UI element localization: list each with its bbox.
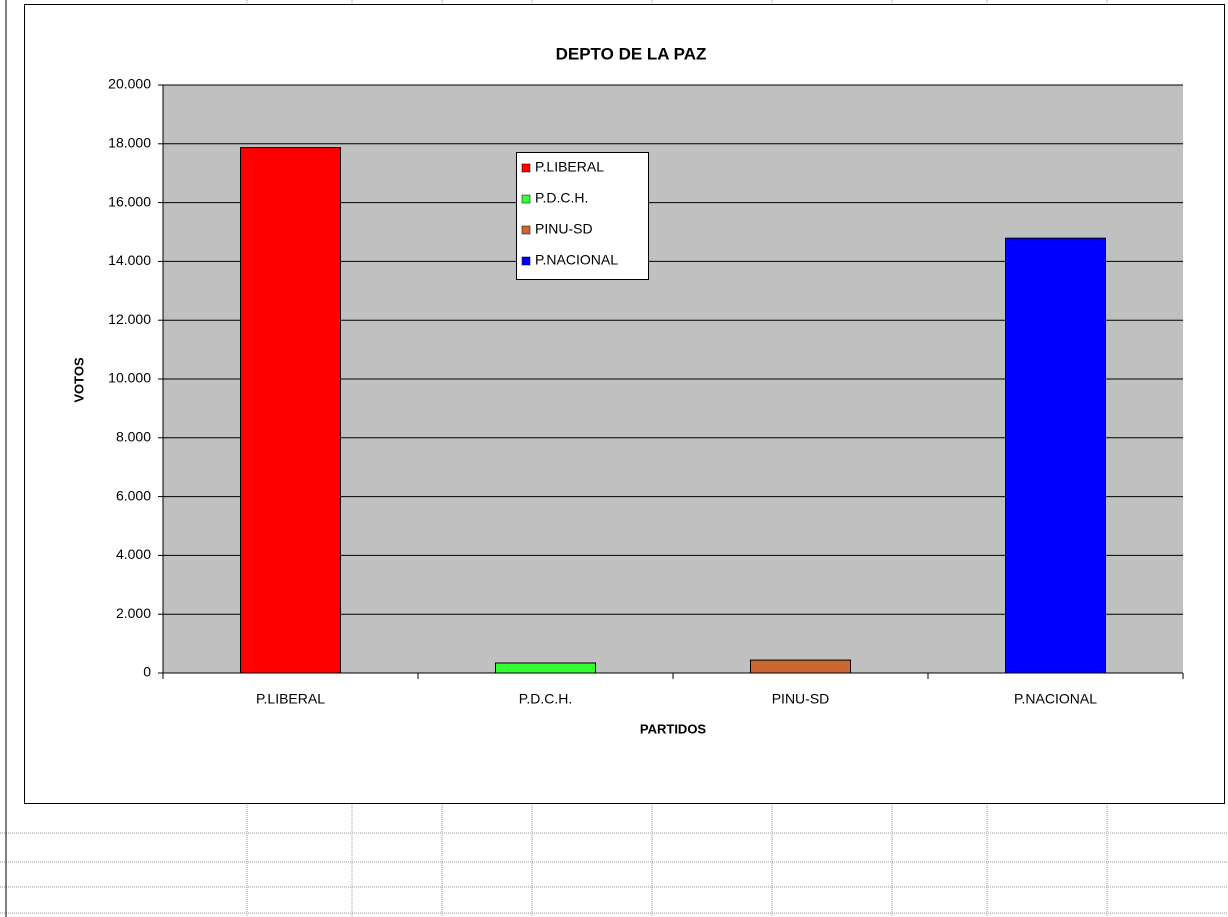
y-tick-label: 0: [143, 664, 151, 680]
y-tick-label: 16.000: [108, 193, 151, 209]
bar: [1005, 237, 1106, 674]
legend-label: P.NACIONAL: [535, 252, 618, 268]
y-tick-label: 6.000: [116, 487, 151, 503]
y-tick-label: 20.000: [108, 76, 151, 92]
x-tick-label: P.NACIONAL: [1014, 691, 1097, 707]
x-axis-label: PARTIDOS: [640, 721, 707, 736]
x-tick-label: PINU-SD: [772, 691, 830, 707]
bar: [240, 147, 341, 674]
legend-label: P.D.C.H.: [535, 190, 588, 206]
x-tick-label: P.D.C.H.: [519, 691, 572, 707]
y-tick-label: 4.000: [116, 546, 151, 562]
legend-swatch: [521, 194, 531, 204]
legend-label: PINU-SD: [535, 221, 593, 237]
legend-swatch: [521, 163, 531, 173]
y-axis-label: VOTOS: [71, 357, 86, 403]
legend-swatch: [521, 225, 531, 235]
legend-label: P.LIBERAL: [535, 159, 604, 175]
legend-swatch: [521, 256, 531, 266]
y-tick-label: 14.000: [108, 252, 151, 268]
y-tick-label: 2.000: [116, 605, 151, 621]
y-tick-label: 8.000: [116, 429, 151, 445]
y-tick-label: 18.000: [108, 135, 151, 151]
y-tick-label: 12.000: [108, 311, 151, 327]
y-tick-label: 10.000: [108, 370, 151, 386]
legend: [516, 152, 649, 280]
bar: [750, 659, 851, 674]
x-tick-label: P.LIBERAL: [256, 691, 325, 707]
bar: [495, 662, 596, 674]
chart-title: DEPTO DE LA PAZ: [556, 44, 707, 63]
